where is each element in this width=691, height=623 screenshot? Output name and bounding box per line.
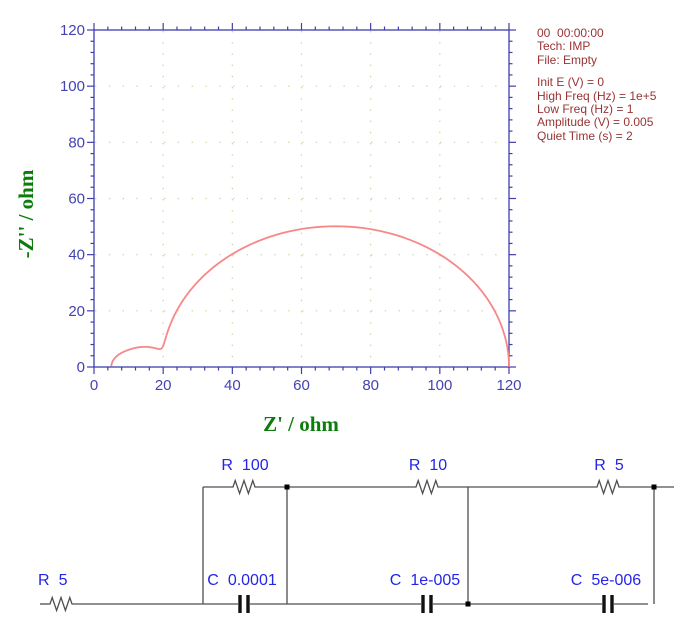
y-tick-label: 20 [68, 303, 85, 320]
resistor-symbol [230, 478, 258, 496]
plot-border [93, 29, 510, 368]
y-tick-label: 40 [68, 247, 85, 264]
resistor-label: R 100 [221, 457, 268, 474]
resistor-symbol [47, 595, 75, 613]
x-tick-label: 60 [293, 377, 310, 394]
y-tick-label: 120 [60, 22, 85, 39]
x-tick-label: 0 [90, 377, 98, 394]
file-label: File: Empty [537, 52, 598, 67]
tick-label-layer: 0 20 40 60 80 100 120 0 20 40 60 80 100 120 [60, 22, 522, 394]
y-tick-label: 100 [60, 78, 85, 95]
resistor-symbol [594, 478, 622, 496]
run-time-readout: 00 00:00:00 [537, 26, 604, 40]
circuit-labels: R 5 R 100 C 0.0001 R 10 C 1e-005 R 5 C 5e-006 [38, 457, 641, 589]
capacitor-label: C 0.0001 [207, 572, 277, 589]
info-panel: 00 00:00:00 Tech: IMP File: Empty Init E… [537, 26, 657, 143]
x-tick-label: 40 [224, 377, 241, 394]
technique-label: Tech: IMP [537, 39, 591, 54]
y-tick-label: 60 [68, 191, 85, 208]
tick-layer [87, 23, 516, 374]
y-tick-label: 80 [68, 134, 85, 151]
junction-dot [465, 601, 471, 607]
grid-layer [95, 31, 508, 366]
capacitor-label: C 1e-005 [390, 572, 460, 589]
circuit-diagram: R 5 R 100 C 0.0001 R 10 C 1e-005 R 5 C 5e-006 [38, 457, 674, 613]
circuit-parts [47, 478, 657, 613]
resistor-symbol [413, 478, 441, 496]
quiet-time-param: Quiet Time (s) = 2 [537, 128, 633, 143]
x-tick-label: 120 [496, 377, 521, 394]
low-freq-param: Low Freq (Hz) = 1 [537, 102, 634, 117]
y-axis-title: -Z'' / ohm [14, 169, 38, 258]
x-tick-label: 80 [362, 377, 379, 394]
circuit-wires [40, 486, 674, 605]
junction-dot [284, 484, 290, 490]
impedance-curve [110, 225, 510, 368]
init-e-param: Init E (V) = 0 [537, 75, 605, 90]
x-axis-title: Z' / ohm [263, 412, 339, 436]
x-tick-label: 20 [155, 377, 172, 394]
y-tick-label: 0 [77, 359, 85, 376]
x-tick-label: 100 [427, 377, 452, 394]
junction-dot [651, 484, 657, 490]
capacitor-label: C 5e-006 [571, 572, 641, 589]
resistor-label: R 10 [409, 457, 447, 474]
high-freq-param: High Freq (Hz) = 1e+5 [537, 88, 657, 103]
amplitude-param: Amplitude (V) = 0.005 [537, 115, 654, 130]
